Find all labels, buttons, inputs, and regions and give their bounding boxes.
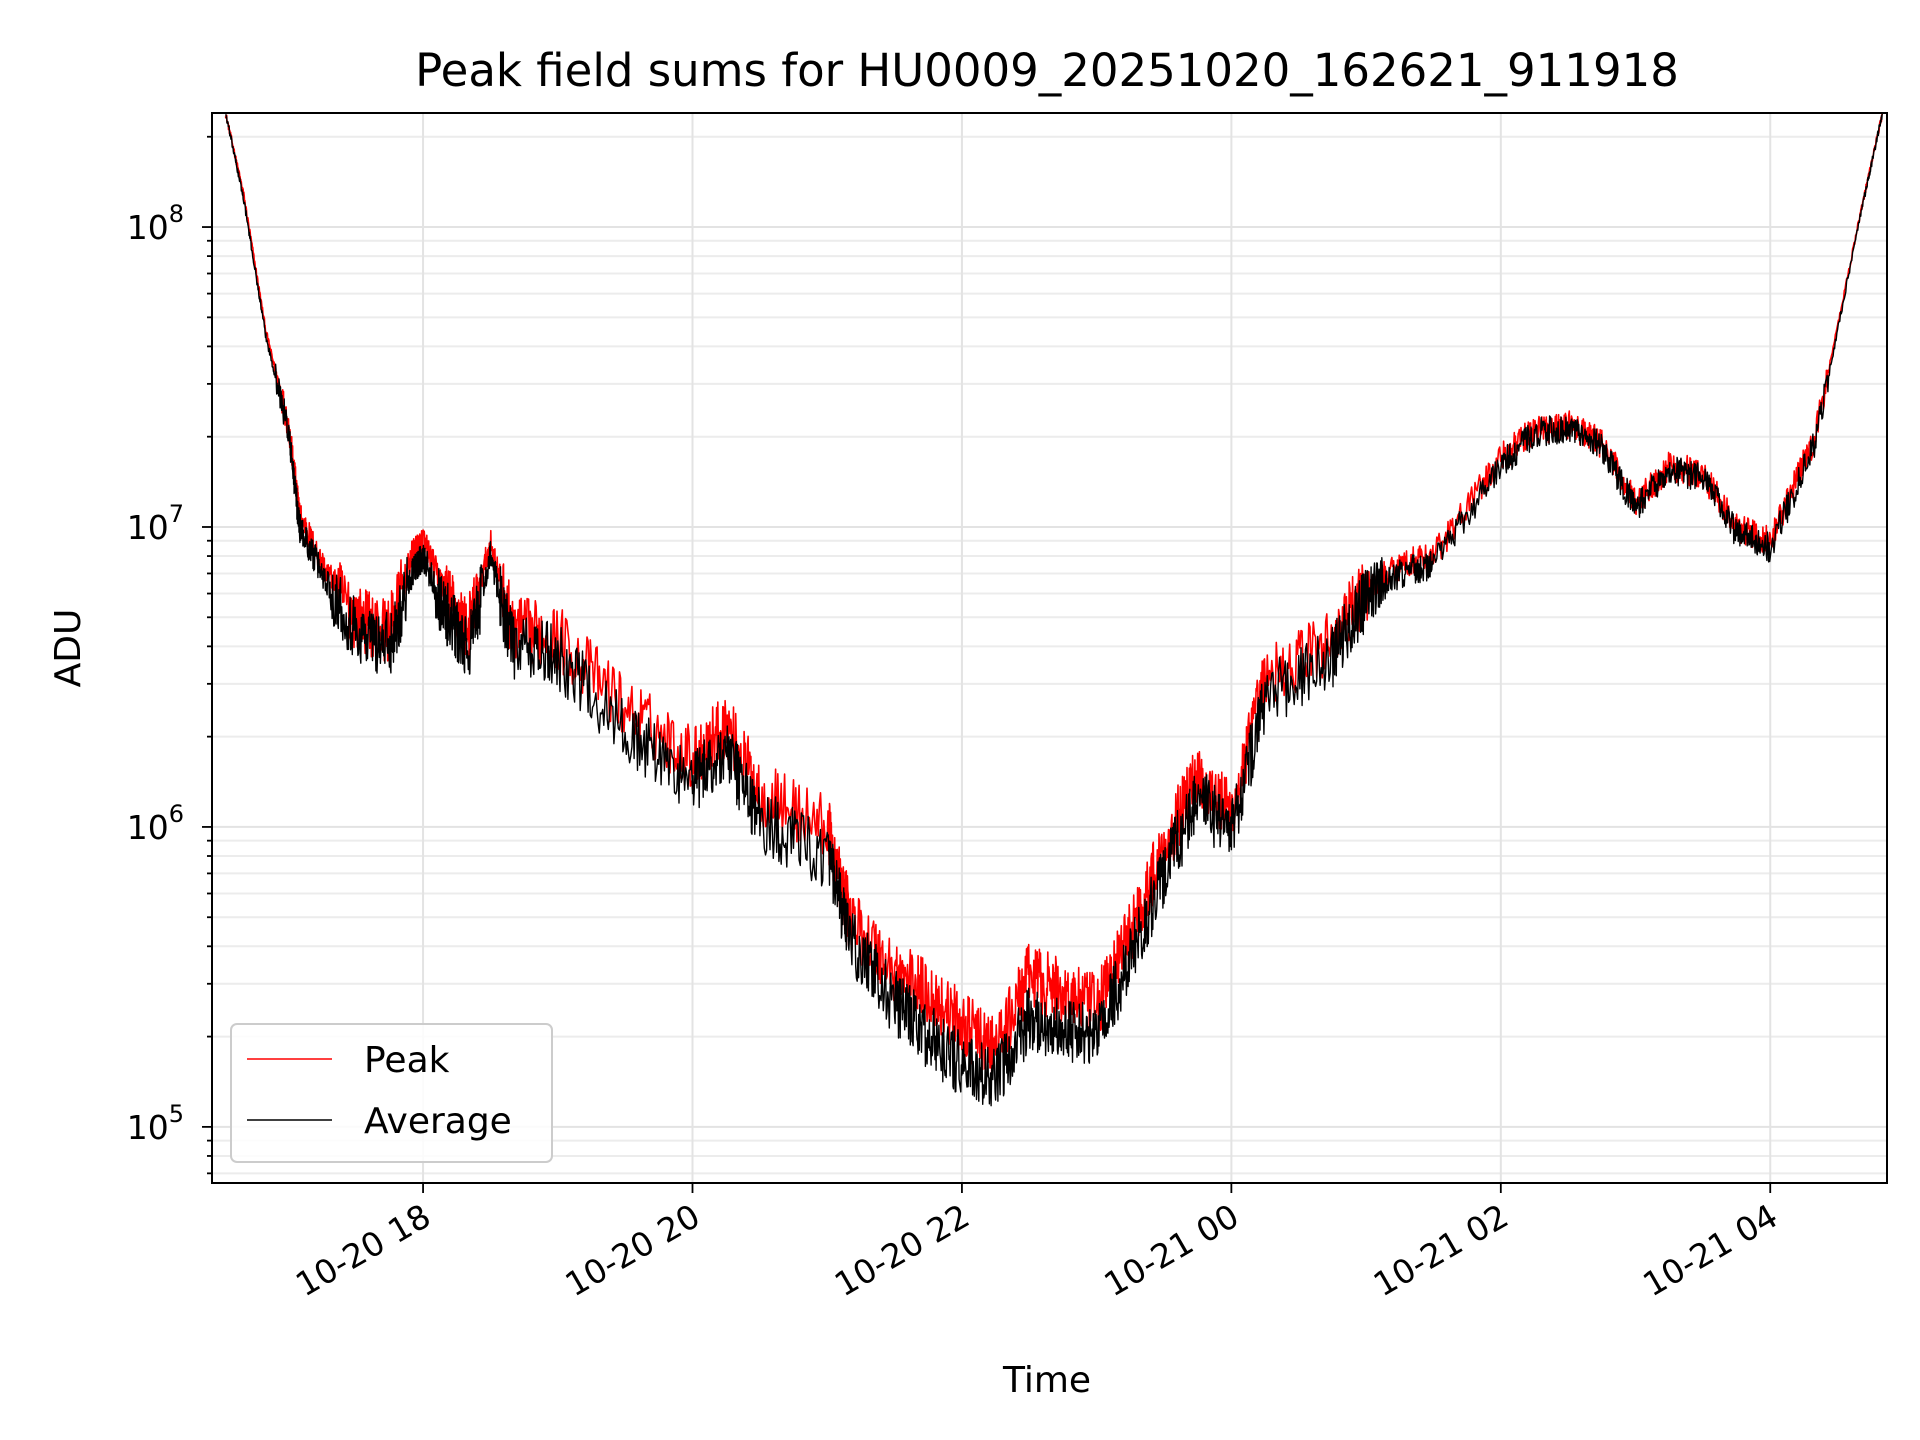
y-tick-label-base: 10 [127,1108,169,1147]
y-tick-label-base: 10 [127,208,169,247]
y-tick-label-exponent: 8 [169,200,184,228]
legend-label-peak: Peak [364,1040,450,1081]
y-tick-label-base: 10 [127,808,169,847]
y-tick-label: 105 [127,1100,184,1147]
x-tick-label: 10-20 20 [558,1196,706,1304]
x-tick-label: 10-20 22 [828,1196,976,1304]
x-tick-label: 10-21 00 [1097,1196,1245,1304]
grid [212,113,1887,1183]
x-axis-label: Time [1002,1360,1091,1401]
legend: Peak Average [230,1023,553,1163]
x-tick-label: 10-20 18 [289,1196,437,1304]
y-tick-label-exponent: 7 [169,500,184,528]
y-tick-label-exponent: 5 [169,1100,184,1128]
x-tick-label: 10-21 02 [1367,1196,1515,1304]
y-axis-label: ADU [48,609,89,688]
y-tick-label: 108 [127,200,184,247]
y-tick-label: 106 [127,800,184,847]
y-tick-label-exponent: 6 [169,800,184,828]
plot-frame [211,112,1888,1184]
y-tick-label-base: 10 [127,508,169,547]
series-line-peak [224,113,1883,1076]
legend-label-average: Average [364,1101,512,1142]
series-line-average [225,113,1884,1107]
x-axis: 10-20 18 10-20 20 10-20 22 10-21 00 10-21 02… [289,1183,1784,1304]
chart-title: Peak field sums for HU0009_20251020_1626… [415,44,1679,97]
x-tick-label: 10-21 04 [1636,1196,1784,1304]
y-tick-label: 107 [127,500,184,547]
series-layer [224,113,1884,1107]
